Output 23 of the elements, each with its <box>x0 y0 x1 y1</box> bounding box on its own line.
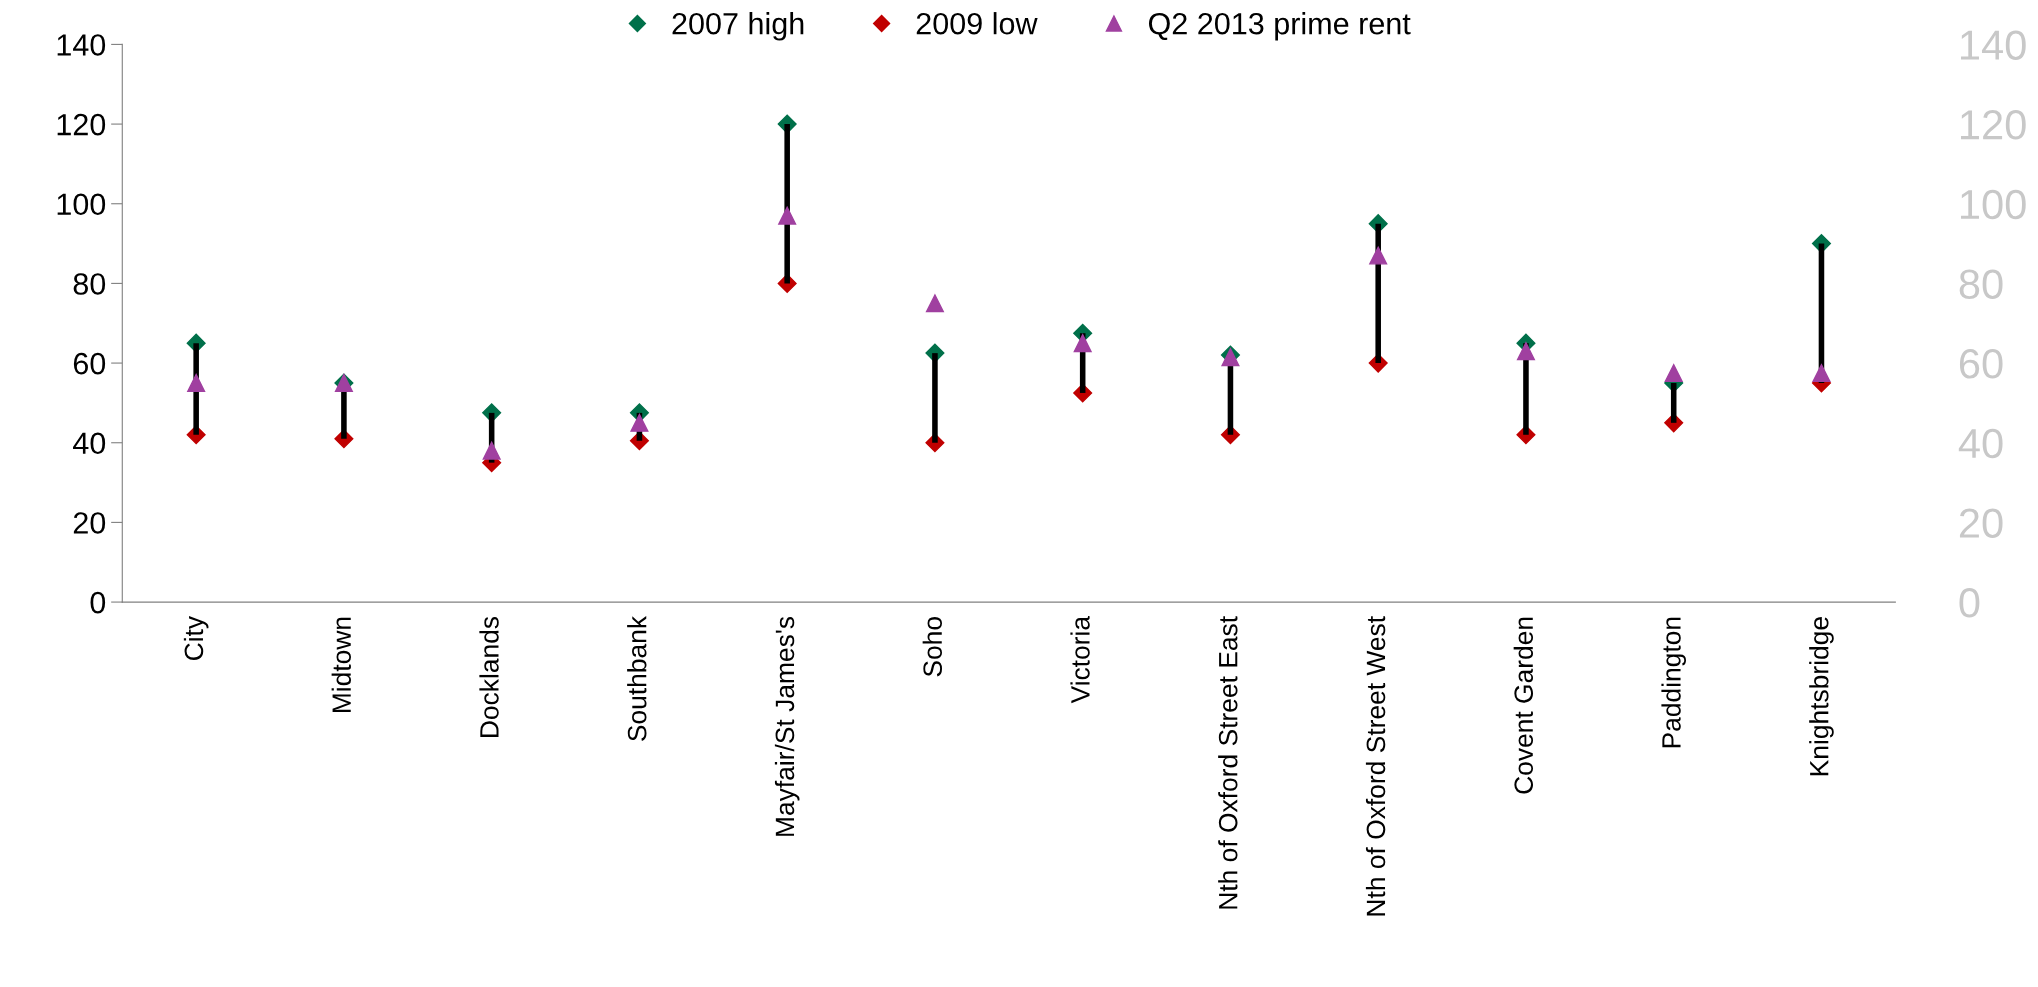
y2-tick-label: 0 <box>90 591 106 614</box>
x-tick-label: Victoria <box>1070 615 1090 704</box>
x-tick-label: Nth of Oxford Street East <box>1218 616 1238 909</box>
x-tick-label: Southbank <box>627 615 647 741</box>
y2-tick-label: 60 <box>73 352 106 375</box>
legend-label: 2009 low <box>916 12 1038 35</box>
y2-tick-label: 120 <box>57 113 106 136</box>
y2-tick-label: 100 <box>57 193 106 216</box>
x-tick-label: Knightsbridge <box>1809 617 1834 776</box>
legend-label: 2007 high <box>672 12 804 41</box>
legend-label: Q2 2013 prime rent <box>1148 12 1411 41</box>
x-tick-label: Covent Garden <box>1513 617 1534 794</box>
y2-tick-label: 140 <box>57 34 106 56</box>
y2-tick-label: 20 <box>73 512 106 534</box>
x-tick-label: Nth of Oxford Street West <box>1365 616 1386 916</box>
x-tick-label: Soho <box>922 617 943 677</box>
x-tick-label: Mayfair/St James's <box>774 616 800 836</box>
x-tick-label: Paddington <box>1661 617 1687 748</box>
x-tick-label: Midtown <box>331 617 351 713</box>
x-tick-label: Docklands <box>479 616 499 737</box>
y2-tick-label: 80 <box>73 273 106 295</box>
y2-tick-label: 40 <box>73 432 106 455</box>
x-tick-label: City <box>183 616 209 661</box>
